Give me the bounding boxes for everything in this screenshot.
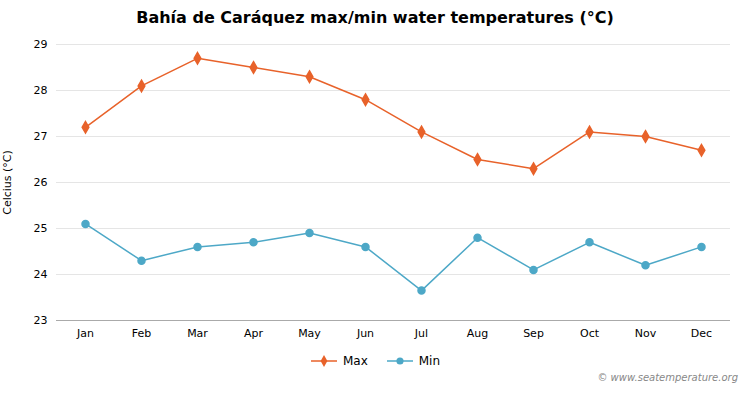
svg-text:24: 24 — [34, 268, 48, 281]
svg-text:May: May — [298, 327, 321, 340]
html-text:Bahía de Caráquez max/min wate: Bahía de Caráquez max/min water temperat… — [136, 8, 614, 27]
svg-text:Dec: Dec — [691, 327, 712, 340]
svg-text:23: 23 — [34, 314, 48, 327]
svg-text:Nov: Nov — [635, 327, 657, 340]
svg-text:Feb: Feb — [132, 327, 151, 340]
svg-text:25: 25 — [34, 222, 48, 235]
svg-text:Mar: Mar — [187, 327, 208, 340]
svg-text:27: 27 — [34, 130, 48, 143]
html-text:Max: Max — [342, 354, 368, 368]
svg-text:Apr: Apr — [244, 327, 264, 340]
svg-text:Celcius (°C): Celcius (°C) — [1, 150, 14, 215]
svg-text:Jun: Jun — [356, 327, 374, 340]
svg-text:Sep: Sep — [523, 327, 544, 340]
svg-text:28: 28 — [34, 84, 48, 97]
svg-text:Jul: Jul — [414, 327, 428, 340]
svg-text:26: 26 — [34, 176, 48, 189]
svg-text:29: 29 — [34, 38, 48, 51]
svg-text:Aug: Aug — [467, 327, 488, 340]
html-text:© www.seatemperature.org: © www.seatemperature.org — [597, 372, 738, 383]
svg-text:Jan: Jan — [76, 327, 94, 340]
html-text:Min: Min — [418, 354, 440, 368]
svg-text:Oct: Oct — [580, 327, 600, 340]
